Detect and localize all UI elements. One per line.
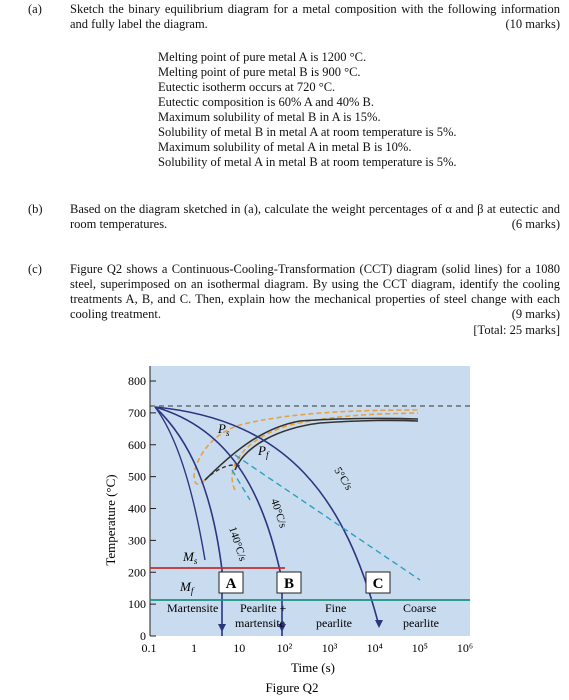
y-tick-label: 500 xyxy=(128,470,146,484)
treatment-label: B xyxy=(284,576,294,592)
m: M xyxy=(182,549,195,564)
region-label: Fine xyxy=(325,601,346,615)
cooling-curve xyxy=(154,406,206,561)
box xyxy=(218,571,244,594)
arrow xyxy=(375,620,383,628)
item: Solubility of metal B in metal A at room… xyxy=(158,125,457,139)
x-tick-label: 1 xyxy=(191,641,197,655)
p: P xyxy=(257,443,266,458)
x-tick-label: 10⁶ xyxy=(457,641,473,655)
x-tick-label: 10⁵ xyxy=(412,641,428,655)
ms-label: Ms xyxy=(182,549,198,566)
y-tick-label: 400 xyxy=(128,502,146,516)
isothermal-finish xyxy=(231,412,419,491)
ps-label: Ps xyxy=(217,421,230,438)
x-tick-label: 0.1 xyxy=(142,641,157,655)
treatment-label: C xyxy=(373,576,384,592)
region-label: martensite xyxy=(235,616,285,630)
cooling-curve xyxy=(154,406,379,623)
region-label: pearlite xyxy=(403,616,439,630)
y-tick-label: 800 xyxy=(128,374,146,388)
dashed-curve xyxy=(231,469,251,501)
item: Solubility of metal A in metal B at room… xyxy=(158,155,457,169)
box xyxy=(276,571,302,594)
m: M xyxy=(179,579,192,594)
x-tick-label: 10² xyxy=(277,641,293,655)
question-text: Based on the diagram sketched in (a), ca… xyxy=(70,202,560,231)
arrow xyxy=(218,624,226,632)
marks: (10 marks) xyxy=(505,17,561,31)
item: Melting point of pure metal B is 900 °C. xyxy=(158,65,361,79)
y-tick-label: 200 xyxy=(128,565,146,579)
item: Melting point of pure metal A is 1200 °C… xyxy=(158,50,367,64)
mf-label: Mf xyxy=(179,579,195,596)
axes: 800 700 600 500 400 300 200 100 00.1 1 10 10² 10³ 10⁴… xyxy=(128,374,473,655)
sub: f xyxy=(266,450,270,460)
region-label: pearlite xyxy=(316,616,352,630)
pf-label: Pf xyxy=(257,443,270,460)
y-tick-label: 300 xyxy=(128,533,146,547)
region-label: Pearlite + xyxy=(240,601,287,615)
sub: s xyxy=(226,428,230,438)
marks: (9 marks) xyxy=(511,307,560,321)
y-tick-label: 100 xyxy=(128,597,146,611)
total: [Total: 25 marks] xyxy=(473,323,560,337)
y-tick-label: 600 xyxy=(128,438,146,452)
y-tick-label: 0 xyxy=(140,629,146,643)
y-tick-label: 700 xyxy=(128,406,146,420)
pearlite-start xyxy=(204,417,419,481)
box xyxy=(365,571,391,594)
x-tick-label: 10 xyxy=(233,641,245,655)
region-label: Coarse xyxy=(403,601,436,615)
part-label: (c) xyxy=(28,262,42,276)
isothermal-start xyxy=(193,409,419,485)
item: Eutectic isotherm occurs at 720 °C. xyxy=(158,80,336,94)
question-text: Sketch the binary equilibrium diagram fo… xyxy=(70,2,560,31)
item: Eutectic composition is 60% A and 40% B. xyxy=(158,95,374,109)
region-label: Martensite xyxy=(167,601,218,615)
x-axis-label: Time (s) xyxy=(291,660,335,675)
treatment-label: A xyxy=(226,576,237,592)
dashed-curve xyxy=(234,454,421,581)
arrow xyxy=(278,624,286,632)
part-label: (a) xyxy=(28,2,42,16)
y-axis-label: Temperature (°C) xyxy=(103,474,118,565)
sub: s xyxy=(194,556,198,566)
cooling-curve xyxy=(154,406,283,636)
question-text: Figure Q2 shows a Continuous-Cooling-Tra… xyxy=(70,262,560,321)
x-tick-label: 10⁴ xyxy=(367,641,383,655)
sub: f xyxy=(191,586,195,596)
item: Maximum solubility of metal A in metal B… xyxy=(158,140,412,154)
marks: (6 marks) xyxy=(511,217,560,231)
caption: Figure Q2 xyxy=(265,680,318,695)
cooling-curve xyxy=(154,406,223,636)
x-tick-label: 10³ xyxy=(322,641,338,655)
plot-background xyxy=(150,366,470,636)
pearlite-finish xyxy=(234,419,419,471)
item: Maximum solubility of metal B in A is 15… xyxy=(158,110,381,124)
part-label: (b) xyxy=(28,202,43,216)
p: P xyxy=(217,421,226,436)
